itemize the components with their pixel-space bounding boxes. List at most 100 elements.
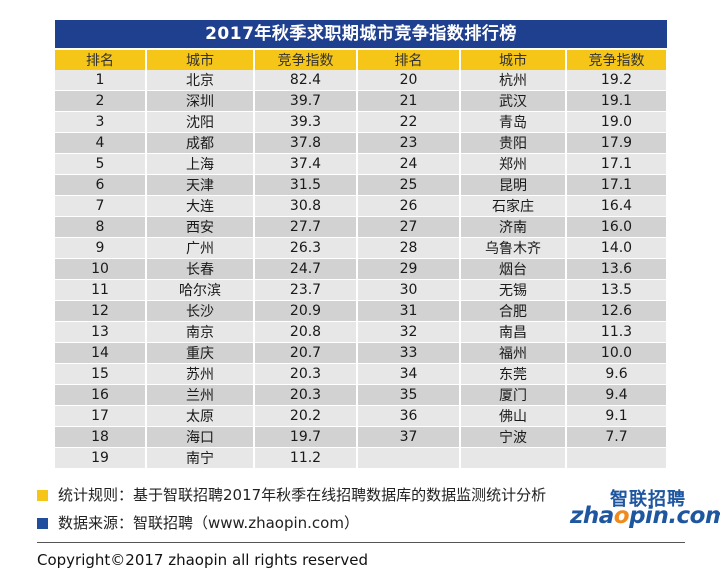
cell-city: 天津 [146,174,255,196]
legend-rule-text: 统计规则：基于智联招聘2017年秋季在线招聘数据库的数据监测统计分析 [58,486,547,504]
cell-index: 39.7 [254,90,358,112]
cell-city: 成都 [146,132,255,154]
cell-city: 福州 [460,342,567,364]
cell-rank: 16 [55,384,147,406]
footer-divider [37,542,685,543]
zhaopin-logo: zhaopin.com [570,503,720,529]
cell-rank: 6 [55,174,147,196]
cell-city: 烟台 [460,258,567,280]
legend-source: 数据来源：智联招聘（www.zhaopin.com） [37,512,359,533]
table-row: 2 深圳 39.7 21 武汉 19.1 [55,90,668,112]
cell-city: 南京 [146,321,255,343]
cell-city: 上海 [146,153,255,175]
cell-rank: 14 [55,342,147,364]
column-header-rank: 排名 [357,50,461,70]
table-row: 12 长沙 20.9 31 合肥 12.6 [55,300,668,322]
cell-index: 14.0 [566,237,668,259]
cell-rank: 28 [357,237,461,259]
cell-rank: 10 [55,258,147,280]
cell-city: 长沙 [146,300,255,322]
table-row: 14 重庆 20.7 33 福州 10.0 [55,342,668,364]
cell-city: 青岛 [460,111,567,133]
table-row: 1 北京 82.4 20 杭州 19.2 [55,70,668,91]
table-row: 3 沈阳 39.3 22 青岛 19.0 [55,111,668,133]
table-row: 9 广州 26.3 28 乌鲁木齐 14.0 [55,237,668,259]
cell-city: 杭州 [460,70,567,91]
cell-index: 12.6 [566,300,668,322]
cell-city: 大连 [146,195,255,217]
cell-rank: 30 [357,279,461,301]
column-header-index: 竞争指数 [566,50,668,70]
cell-index: 23.7 [254,279,358,301]
table-row: 7 大连 30.8 26 石家庄 16.4 [55,195,668,217]
table-row: 16 兰州 20.3 35 厦门 9.4 [55,384,668,406]
cell-index: 10.0 [566,342,668,364]
cell-index: 19.1 [566,90,668,112]
cell-rank: 13 [55,321,147,343]
cell-rank: 4 [55,132,147,154]
cell-index: 20.3 [254,384,358,406]
cell-index: 13.5 [566,279,668,301]
cell-city: 广州 [146,237,255,259]
cell-index: 20.2 [254,405,358,427]
cell-city: 南宁 [146,447,255,469]
legend-rule: 统计规则：基于智联招聘2017年秋季在线招聘数据库的数据监测统计分析 [37,484,546,505]
cell-city: 武汉 [460,90,567,112]
cell-city: 深圳 [146,90,255,112]
cell-index: 16.4 [566,195,668,217]
cell-city: 长春 [146,258,255,280]
legend-square-blue [37,518,48,529]
cell-index: 11.3 [566,321,668,343]
cell-city: 无锡 [460,279,567,301]
cell-rank: 33 [357,342,461,364]
cell-city: 佛山 [460,405,567,427]
cell-rank: 35 [357,384,461,406]
cell-index: 11.2 [254,447,358,469]
page-title: 2017年秋季求职期城市竞争指数排行榜 [55,20,667,48]
cell-index: 16.0 [566,216,668,238]
cell-index: 13.6 [566,258,668,280]
zhaopin-logo-cn: 智联招聘 [610,489,686,510]
cell-rank: 20 [357,70,461,91]
cell-index: 17.1 [566,153,668,175]
table-row: 19 南宁 11.2 [55,447,668,469]
table-row: 11 哈尔滨 23.7 30 无锡 13.5 [55,279,668,301]
cell-rank: 7 [55,195,147,217]
cell-index: 20.8 [254,321,358,343]
cell-city: 太原 [146,405,255,427]
cell-rank: 5 [55,153,147,175]
table-row: 17 太原 20.2 36 佛山 9.1 [55,405,668,427]
cell-rank: 32 [357,321,461,343]
cell-city [460,447,567,469]
logo-text-post: pin.com [629,503,720,529]
cell-index: 9.4 [566,384,668,406]
cell-index: 39.3 [254,111,358,133]
cell-city: 乌鲁木齐 [460,237,567,259]
cell-rank: 19 [55,447,147,469]
cell-city: 济南 [460,216,567,238]
column-header-city: 城市 [146,50,255,70]
cell-index: 30.8 [254,195,358,217]
cell-rank: 23 [357,132,461,154]
cell-index: 17.1 [566,174,668,196]
cell-city: 沈阳 [146,111,255,133]
cell-rank: 15 [55,363,147,385]
cell-index [566,447,668,469]
cell-rank: 11 [55,279,147,301]
table-row: 5 上海 37.4 24 郑州 17.1 [55,153,668,175]
legend-source-text: 数据来源：智联招聘（www.zhaopin.com） [58,514,359,532]
cell-index: 31.5 [254,174,358,196]
cell-rank: 26 [357,195,461,217]
table-row: 4 成都 37.8 23 贵阳 17.9 [55,132,668,154]
cell-index: 19.2 [566,70,668,91]
cell-city: 宁波 [460,426,567,448]
cell-city: 合肥 [460,300,567,322]
copyright-text: Copyright©2017 zhaopin all rights reserv… [37,551,368,569]
cell-rank: 1 [55,70,147,91]
cell-index: 7.7 [566,426,668,448]
cell-index: 20.3 [254,363,358,385]
cell-index: 82.4 [254,70,358,91]
cell-rank: 37 [357,426,461,448]
cell-city: 苏州 [146,363,255,385]
cell-rank: 22 [357,111,461,133]
